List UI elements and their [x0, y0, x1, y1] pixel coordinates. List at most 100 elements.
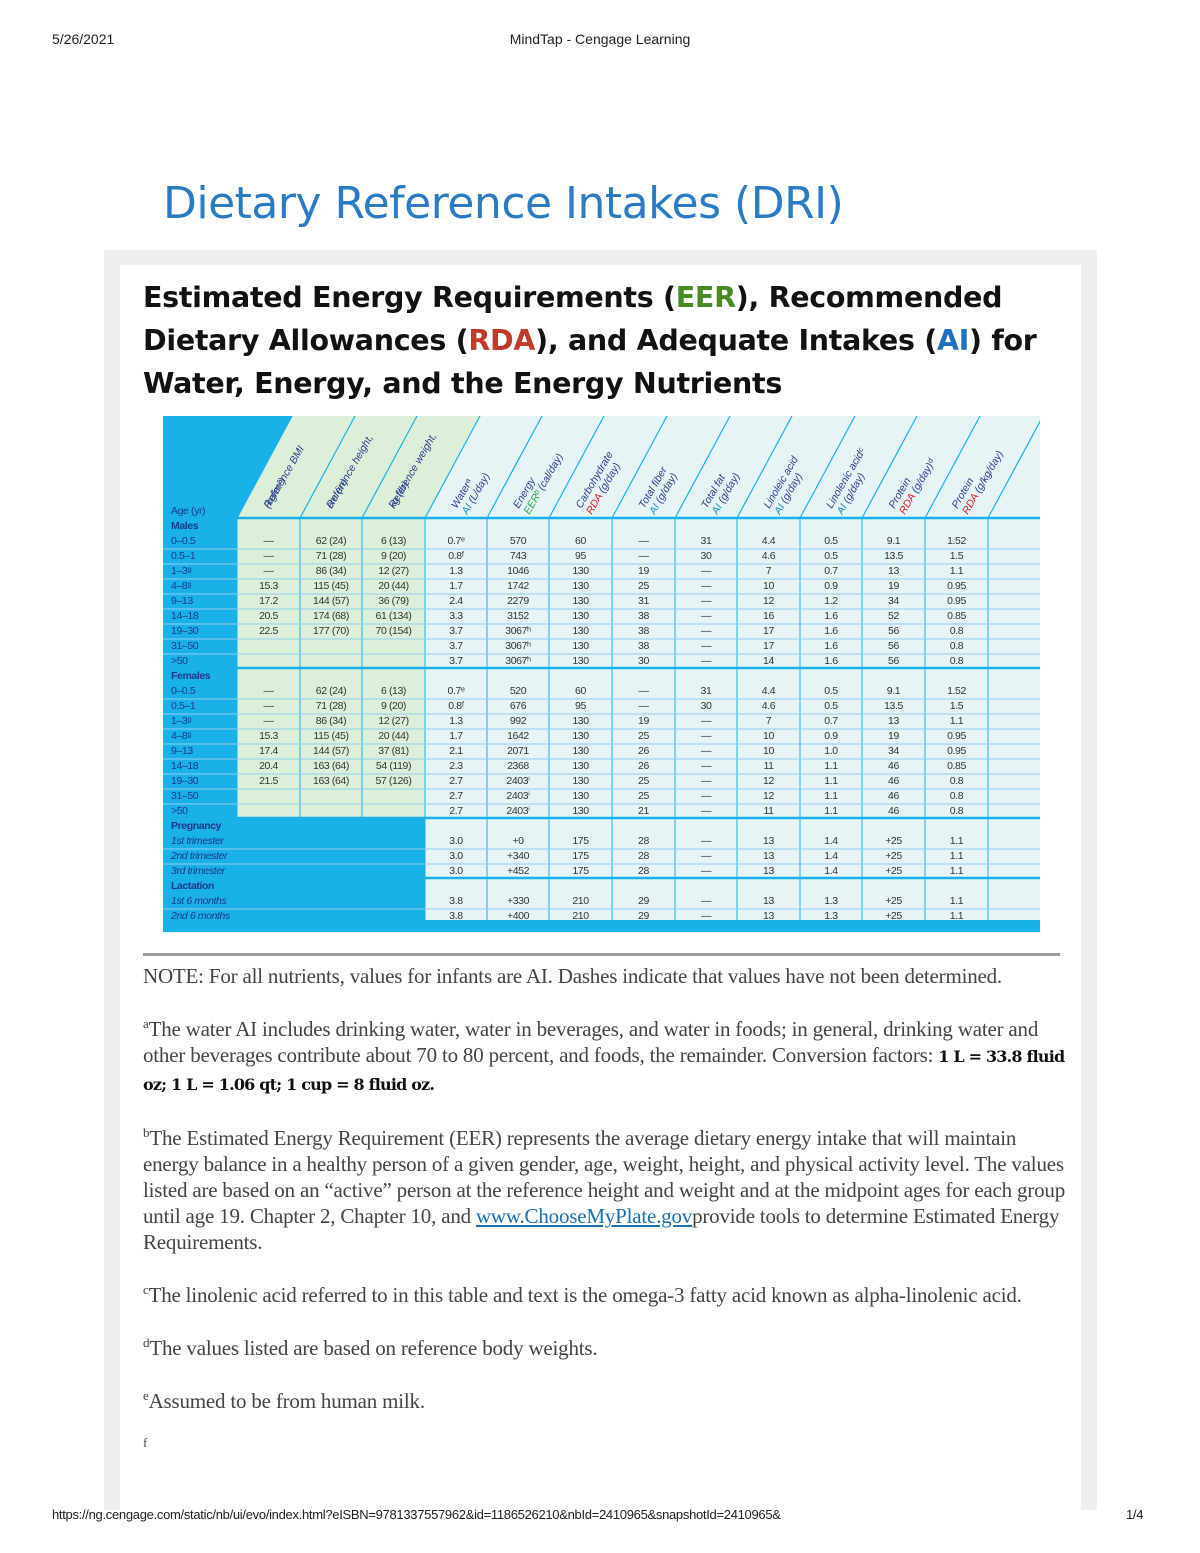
table-cell: 17 — [763, 640, 774, 652]
table-cell: 3.0 — [449, 865, 463, 877]
column-header-tag: AI — [771, 502, 787, 518]
footnote-marker: d — [143, 1335, 150, 1350]
table-cell: 0.9 — [824, 730, 838, 742]
table-cell: 13 — [763, 835, 774, 847]
age-group-cell: 14–18 — [171, 760, 199, 772]
table-cell: 3.8 — [449, 910, 463, 922]
table-cell: 0.8 — [949, 625, 964, 637]
table-cell: 17.4 — [259, 745, 278, 757]
table-cell: 10 — [763, 745, 774, 757]
table-cell: 12 (27) — [378, 715, 409, 727]
table-cell: 1.52 — [947, 685, 966, 697]
table-cell: 38 — [638, 625, 649, 637]
table-cell: +400 — [506, 910, 530, 922]
table-cell: 130 — [572, 625, 589, 637]
column-header-9: Linolenic acidᶜAI (g/day) — [824, 446, 879, 517]
table-cell: — — [700, 835, 712, 847]
heading-eer: EER — [675, 281, 736, 314]
table-cell: 130 — [572, 580, 589, 592]
table-cell: 175 — [572, 850, 589, 862]
table-cell: — — [638, 685, 649, 697]
table-cell: — — [263, 550, 274, 562]
table-cell: 60 — [575, 685, 586, 697]
table-cell: 175 — [572, 865, 589, 877]
table-cell: 13 — [763, 850, 774, 862]
table-cell: 1.1 — [949, 910, 964, 922]
pregnancy-lactation-band — [163, 819, 425, 932]
table-cell: 37 (81) — [378, 745, 409, 757]
table-cell: 1.1 — [949, 565, 964, 577]
table-cell: 1.1 — [824, 805, 838, 817]
table-cell: 3067ʰ — [505, 655, 531, 667]
table-cell: 4.6 — [761, 550, 776, 562]
table-cell: 19 — [888, 730, 899, 742]
table-cell: 19 — [638, 565, 649, 577]
table-cell: 743 — [509, 550, 527, 562]
table-cell: 95 — [575, 550, 586, 562]
header-divider — [987, 420, 1040, 519]
age-group-cell: 19–30 — [171, 625, 199, 637]
table-cell: 115 (45) — [313, 580, 349, 592]
footnote-text: The linolenic acid referred to in this t… — [148, 1283, 1022, 1307]
table-cell: — — [700, 730, 712, 742]
table-cell: 46 — [888, 790, 899, 802]
table-cell: 9.1 — [886, 535, 901, 547]
age-group-cell: 31–50 — [171, 640, 199, 652]
heading-rda: RDA — [468, 324, 536, 357]
table-cell: 144 (57) — [313, 745, 349, 757]
age-group-cell: 1–3ᵍ — [171, 715, 191, 727]
footnote-f: f — [143, 1430, 1068, 1461]
column-header-4: EnergyEERᵇ (cal/day) — [511, 446, 566, 517]
table-cell: 7 — [765, 715, 772, 727]
table-cell: 31 — [638, 595, 649, 607]
table-cell: 28 — [638, 865, 649, 877]
table-cell: 0.5 — [824, 700, 838, 712]
table-cell: 1.3 — [824, 910, 838, 922]
column-header-11: ProteinRDA (g/kg/day) — [950, 443, 1006, 517]
table-cell: 0.95 — [947, 745, 966, 757]
table-cell: 4.4 — [761, 685, 776, 697]
table-cell: 12 — [763, 595, 774, 607]
table-cell: 11 — [763, 805, 774, 817]
table-cell: 46 — [888, 775, 899, 787]
table-cell: 174 (68) — [313, 610, 349, 622]
age-group-cell: 2nd trimester — [171, 850, 228, 862]
table-cell: +340 — [506, 850, 530, 862]
footnote-marker: a — [143, 1016, 149, 1031]
table-cell: — — [700, 580, 712, 592]
table-cell: 2.1 — [449, 745, 463, 757]
table-cell: 1.4 — [824, 850, 838, 862]
table-cell: 3067ʰ — [505, 640, 531, 652]
table-cell: 1.4 — [824, 835, 838, 847]
table-cell: 2.3 — [449, 760, 463, 772]
table-cell: 25 — [638, 775, 649, 787]
table-cell: +0 — [512, 835, 524, 847]
choosemyplate-link[interactable]: www.ChooseMyPlate.gov — [475, 1204, 693, 1228]
table-cell: 2403ⁱ — [506, 790, 530, 802]
table-cell: 25 — [638, 580, 649, 592]
table-cell: 3.8 — [449, 895, 463, 907]
table-cell: 6 (13) — [380, 535, 407, 547]
table-cell: 3.3 — [449, 610, 463, 622]
table-cell: — — [700, 805, 712, 817]
table-cell: 0.7ᵉ — [447, 535, 465, 547]
table-cell: 46 — [888, 805, 899, 817]
table-cell: 21 — [638, 805, 649, 817]
footnote-c: cThe linolenic acid referred to in this … — [143, 1277, 1068, 1308]
table-cell: 130 — [572, 610, 589, 622]
table-cell: 22.5 — [259, 625, 278, 637]
table-cell: 0.8 — [949, 790, 964, 802]
table-cell: 0.8 — [949, 655, 964, 667]
divider — [143, 953, 1060, 956]
table-cell: — — [700, 895, 712, 907]
footnote-marker: f — [143, 1435, 148, 1450]
table-cell: 19 — [638, 715, 649, 727]
table-cell: 34 — [888, 745, 899, 757]
table-cell: 13 — [763, 910, 774, 922]
footnote-b: bThe Estimated Energy Requirement (EER) … — [143, 1120, 1068, 1255]
table-cell: 4.6 — [761, 700, 776, 712]
table-cell: — — [263, 700, 274, 712]
table-cell: 1.3 — [449, 565, 463, 577]
table-cell: 1.7 — [449, 730, 463, 742]
table-cell: 1.1 — [949, 865, 964, 877]
